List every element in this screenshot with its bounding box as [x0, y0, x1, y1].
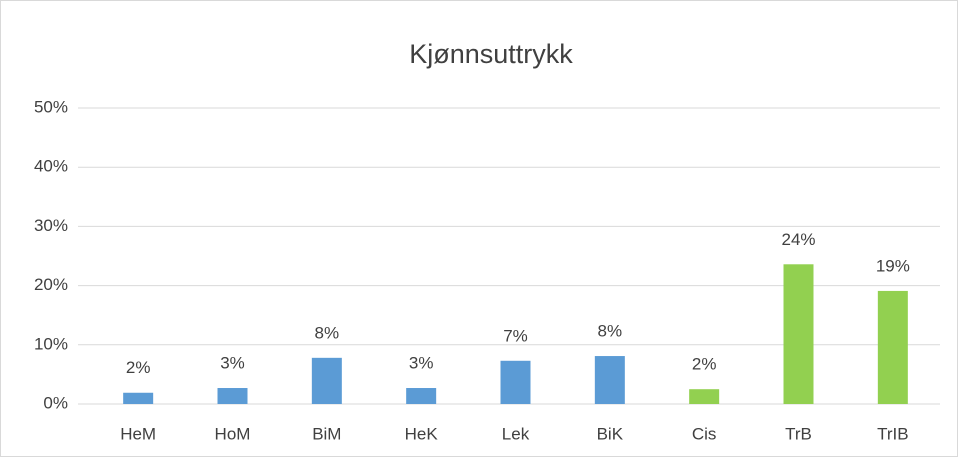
data-label: 3% — [409, 354, 434, 373]
x-tick-label: HeM — [120, 424, 156, 443]
x-tick-label: HeK — [405, 424, 439, 443]
data-label: 24% — [781, 230, 815, 249]
data-label: 8% — [598, 322, 623, 341]
data-label: 3% — [220, 354, 245, 373]
x-tick-label: BiK — [597, 424, 624, 443]
data-label: 7% — [503, 326, 528, 345]
bar — [594, 356, 625, 404]
data-label: 2% — [126, 358, 151, 377]
bar — [123, 392, 154, 404]
x-tick-label: TrB — [785, 424, 812, 443]
y-tick-label: 20% — [34, 275, 68, 294]
x-tick-label: BiM — [312, 424, 341, 443]
y-tick-label: 30% — [34, 216, 68, 235]
chart-title: Kjønnsuttrykk — [409, 39, 573, 69]
bar — [311, 357, 342, 404]
x-tick-label: Lek — [502, 424, 530, 443]
data-label: 19% — [876, 256, 910, 275]
y-tick-label: 10% — [34, 334, 68, 353]
y-tick-label: 0% — [43, 393, 68, 412]
bar — [217, 388, 248, 404]
x-tick-label: TrIB — [877, 424, 908, 443]
y-tick-label: 50% — [34, 97, 68, 116]
bar — [500, 360, 531, 404]
bar — [783, 264, 814, 404]
y-tick-label: 40% — [34, 157, 68, 176]
bar — [406, 388, 437, 404]
data-label: 8% — [315, 323, 340, 342]
x-tick-label: HoM — [215, 424, 251, 443]
bar — [877, 290, 908, 404]
data-label: 2% — [692, 355, 717, 374]
bar — [689, 389, 720, 404]
x-tick-label: Cis — [692, 424, 717, 443]
